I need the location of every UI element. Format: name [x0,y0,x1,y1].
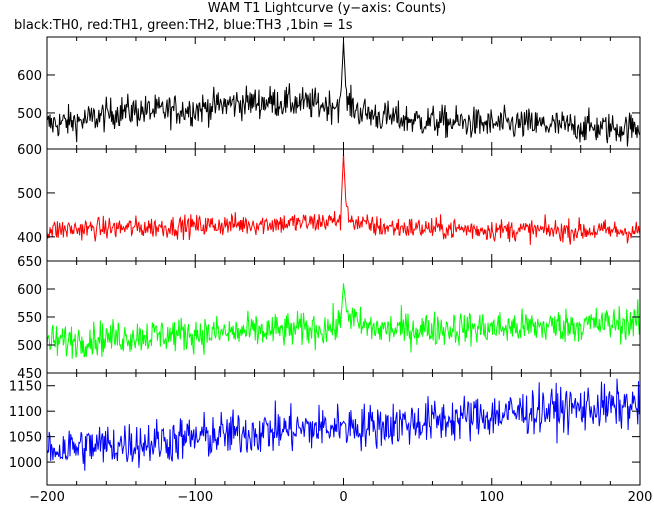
series-line-th1 [46,153,641,245]
y-tick-label: 500 [17,339,42,354]
y-tick-label: 600 [17,143,42,158]
x-tick-label: 0 [339,490,347,505]
series-line-th2 [46,283,641,359]
panel-frame [46,36,641,150]
x-tick-label: 200 [628,490,653,505]
chart-subtitle: black:TH0, red:TH1, green:TH2, blue:TH3 … [14,18,353,33]
y-tick-label: 450 [17,367,42,382]
y-tick-label: 1100 [9,405,42,420]
series-line-th0 [46,40,641,147]
x-tick-label: −200 [29,490,65,505]
series-line-th3 [46,378,641,471]
y-tick-label: 650 [17,255,42,270]
y-tick-label: 600 [17,69,42,84]
x-tick-label: −100 [177,490,213,505]
panel-frame [46,372,641,486]
y-tick-label: 600 [17,283,42,298]
y-tick-label: 1050 [9,431,42,446]
y-tick-label: 500 [17,107,42,122]
y-tick-label: 1150 [9,380,42,395]
y-tick-label: 1000 [9,456,42,471]
y-tick-label: 500 [17,187,42,202]
panel-frame [46,148,641,262]
chart-title: WAM T1 Lightcurve (y−axis: Counts) [207,1,447,16]
y-tick-label: 550 [17,311,42,326]
y-tick-label: 400 [17,231,42,246]
x-tick-label: 100 [479,490,504,505]
